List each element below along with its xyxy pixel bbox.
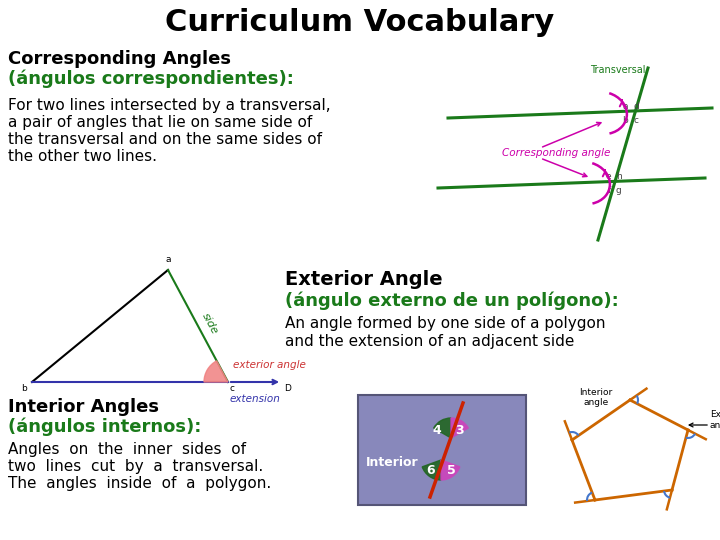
Text: b: b (622, 116, 628, 125)
Text: Curriculum Vocabulary: Curriculum Vocabulary (166, 8, 554, 37)
Wedge shape (441, 460, 460, 480)
Text: e: e (606, 172, 611, 181)
Text: and the extension of an adjacent side: and the extension of an adjacent side (285, 334, 575, 349)
Text: Exterior
angle: Exterior angle (710, 410, 720, 430)
Text: a pair of angles that lie on same side of: a pair of angles that lie on same side o… (8, 115, 312, 130)
Text: An angle formed by one side of a polygon: An angle formed by one side of a polygon (285, 316, 606, 331)
Text: c: c (633, 116, 638, 125)
Text: the transversal and on the same sides of: the transversal and on the same sides of (8, 132, 322, 147)
Text: b: b (22, 384, 27, 393)
Text: Transversal: Transversal (590, 65, 646, 75)
Text: Corresponding angle: Corresponding angle (502, 148, 611, 158)
Text: 4: 4 (433, 423, 441, 436)
Text: 6: 6 (427, 463, 436, 476)
Text: (ángulo externo de un polígono):: (ángulo externo de un polígono): (285, 292, 618, 310)
Text: Interior
angle: Interior angle (580, 388, 613, 407)
Text: g: g (616, 186, 622, 195)
Wedge shape (422, 460, 441, 480)
Text: side: side (201, 311, 220, 336)
Text: Interior Angles: Interior Angles (8, 398, 159, 416)
Text: h: h (616, 172, 622, 181)
Text: exterior angle: exterior angle (233, 360, 306, 370)
Text: a: a (623, 102, 628, 111)
Text: 5: 5 (446, 463, 455, 476)
Text: the other two lines.: the other two lines. (8, 149, 157, 164)
Wedge shape (433, 418, 451, 438)
Text: Corresponding Angles: Corresponding Angles (8, 50, 231, 68)
Text: The  angles  inside  of  a  polygon.: The angles inside of a polygon. (8, 476, 271, 491)
Text: extension: extension (230, 394, 280, 404)
Text: (ángulos correspondientes):: (ángulos correspondientes): (8, 70, 294, 89)
Text: D: D (284, 384, 291, 393)
Text: two  lines  cut  by  a  transversal.: two lines cut by a transversal. (8, 459, 264, 474)
Text: Angles  on  the  inner  sides  of: Angles on the inner sides of (8, 442, 246, 457)
Text: For two lines intersected by a transversal,: For two lines intersected by a transvers… (8, 98, 330, 113)
Wedge shape (451, 418, 468, 438)
Wedge shape (204, 361, 228, 382)
Text: Exterior Angle: Exterior Angle (285, 270, 443, 289)
Text: f: f (608, 186, 611, 195)
Text: Interior: Interior (366, 456, 418, 469)
Text: a: a (166, 255, 171, 264)
Text: c: c (230, 384, 235, 393)
Text: (ángulos internos):: (ángulos internos): (8, 418, 202, 436)
Text: d: d (633, 102, 639, 111)
FancyBboxPatch shape (358, 395, 526, 505)
Text: 3: 3 (455, 423, 463, 436)
